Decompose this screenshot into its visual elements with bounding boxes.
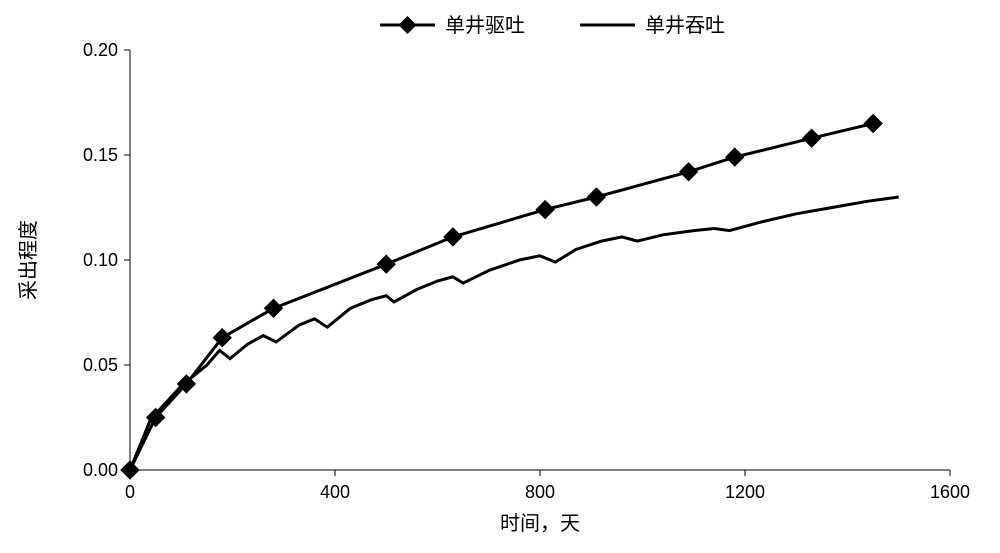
y-tick-label: 0.20 [83, 40, 118, 60]
x-tick-label: 1200 [725, 482, 765, 502]
x-tick-label: 800 [525, 482, 555, 502]
x-tick-label: 1600 [930, 482, 970, 502]
y-axis-label: 采出程度 [17, 220, 40, 300]
legend-label: 单井驱吐 [445, 14, 525, 37]
x-axis-label: 时间，天 [500, 512, 580, 535]
legend-label: 单井吞吐 [645, 14, 725, 37]
y-tick-label: 0.10 [83, 250, 118, 270]
y-tick-label: 0.15 [83, 145, 118, 165]
y-tick-label: 0.05 [83, 355, 118, 375]
x-tick-label: 400 [320, 482, 350, 502]
y-tick-label: 0.00 [83, 460, 118, 480]
chart-container: 0.00 0.05 0.10 0.15 0.20 0 400 800 1200 1600 采出程度时… [0, 0, 1000, 553]
chart-svg: 0.00 0.05 0.10 0.15 0.20 0 400 800 1200 1600 采出程度时… [0, 0, 1000, 553]
x-tick-label: 0 [125, 482, 135, 502]
